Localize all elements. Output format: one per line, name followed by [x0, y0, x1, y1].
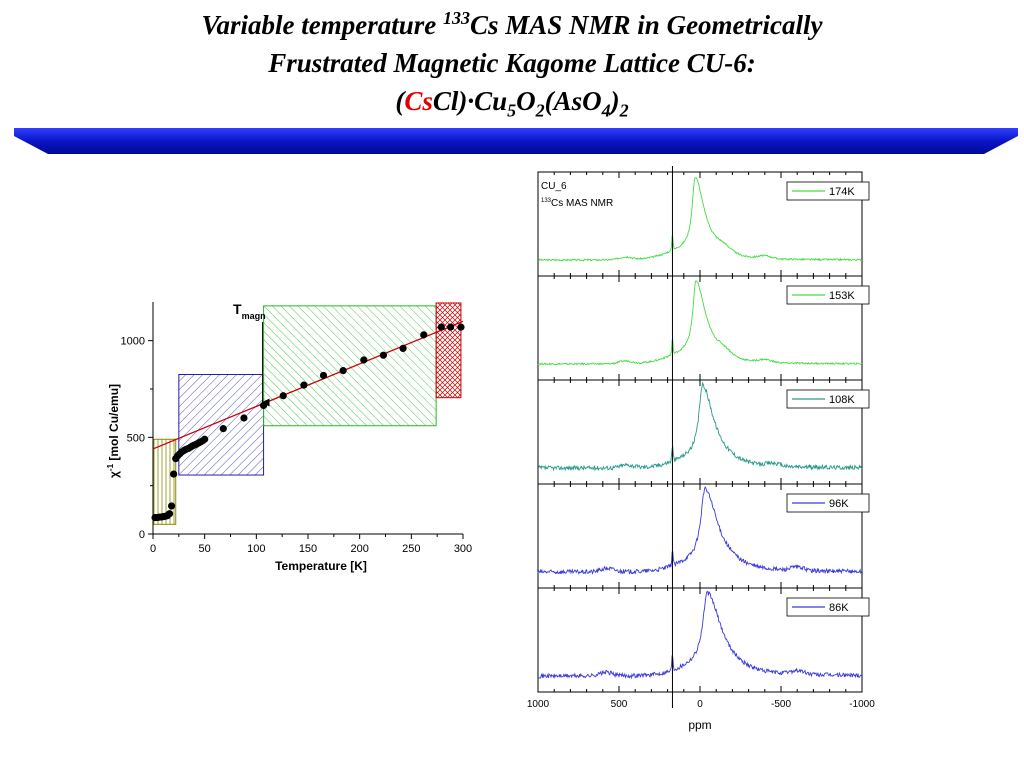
ppm-tick-label: -500	[771, 699, 791, 710]
highlight-regions	[152, 302, 462, 525]
spectrum-line-108K	[537, 381, 863, 472]
legend-box	[786, 389, 870, 409]
legend-box	[786, 493, 870, 513]
data-point	[360, 356, 368, 364]
data-point	[201, 435, 209, 443]
legend-label: 153K	[829, 290, 855, 302]
x-tick-label: 100	[247, 543, 265, 555]
fit-line	[152, 320, 464, 450]
x-tick-label: 250	[402, 543, 420, 555]
y-tick-label: 0	[139, 529, 145, 541]
title-line-3: (CsCl)·Cu5O2(AsO4)2	[395, 86, 629, 121]
region-green	[263, 305, 437, 427]
data-point	[240, 414, 248, 422]
region-red	[435, 302, 462, 399]
spectrum-line-153K	[537, 280, 863, 366]
x-tick-label: 150	[299, 543, 317, 555]
x-tick-label: 300	[454, 543, 472, 555]
data-point	[170, 470, 178, 478]
title-cs-highlight: Cs	[404, 86, 433, 116]
legend-label: 86K	[829, 602, 849, 614]
data-point	[279, 392, 287, 400]
title-banner	[14, 128, 1018, 154]
data-point	[300, 381, 308, 389]
data-point	[379, 351, 388, 359]
data-point	[420, 331, 428, 339]
legend-box	[786, 285, 870, 305]
tmagn-annotation: Tmagn	[233, 301, 266, 321]
data-point	[437, 323, 445, 331]
y-tick-label: 1000	[121, 336, 145, 348]
data-point	[399, 344, 407, 352]
y-axis-label: χ-1 [mol Cu/emu]	[106, 384, 121, 478]
data-point	[168, 502, 176, 510]
ppm-tick-label: 500	[611, 699, 628, 710]
x-tick-label: 50	[199, 543, 211, 555]
spectrum-panel-153K: 153K	[537, 275, 870, 381]
data-point	[339, 367, 347, 375]
legend-label: 96K	[829, 498, 849, 510]
spectrum-panel-96K: 96K	[537, 483, 870, 589]
nmr-annotation-line-2: 133Cs MAS NMR	[541, 198, 613, 209]
data-point	[165, 510, 174, 518]
legend-box	[786, 181, 870, 201]
legend-label: 108K	[829, 394, 855, 406]
data-point	[319, 371, 328, 380]
spectrum-line-86K	[537, 590, 863, 680]
ppm-tick-label: 0	[697, 699, 703, 710]
ppm-axis-label: ppm	[688, 718, 711, 732]
y-tick-label: 500	[127, 432, 145, 444]
data-point	[259, 401, 268, 410]
slide-title: Variable temperature 133Cs MAS NMR in Ge…	[0, 6, 1024, 120]
spectrum-panel-174K: 174K	[537, 171, 870, 277]
spectrum-panel-86K: 86K	[537, 587, 870, 693]
spectrum-line-96K	[537, 486, 863, 575]
x-tick-label: 200	[350, 543, 368, 555]
title-line-2: Frustrated Magnetic Kagome Lattice CU-6:	[268, 48, 756, 78]
ppm-tick-label: 1000	[527, 699, 550, 710]
left-axes: 0 50 100 150 200 250 300 0 500 1000	[121, 302, 472, 555]
spectrum-line-174K	[537, 177, 863, 262]
ppm-axis: 1000 500 0 -500 -1000	[527, 699, 875, 710]
legend-label: 174K	[829, 186, 855, 198]
data-point	[219, 425, 227, 433]
x-tick-label: 0	[150, 543, 156, 555]
nmr-annotation-line-1: CU_6	[541, 181, 567, 192]
region-blue	[178, 374, 265, 476]
spectra-panels: 174K 153K 108K 96K 86K	[537, 166, 870, 708]
data-point	[457, 323, 465, 331]
legend-box	[786, 597, 870, 617]
left-axis-labels: Temperature [K] χ-1 [mol Cu/emu] Tmagn	[106, 301, 367, 573]
data-points	[151, 323, 465, 522]
fit-line-group	[152, 320, 464, 450]
title-line-1: Variable temperature 133Cs MAS NMR in Ge…	[201, 8, 823, 40]
ppm-tick-label: -1000	[849, 699, 875, 710]
x-axis-label: Temperature [K]	[275, 559, 367, 573]
spectrum-panel-108K: 108K	[537, 379, 870, 485]
data-point	[447, 323, 455, 331]
